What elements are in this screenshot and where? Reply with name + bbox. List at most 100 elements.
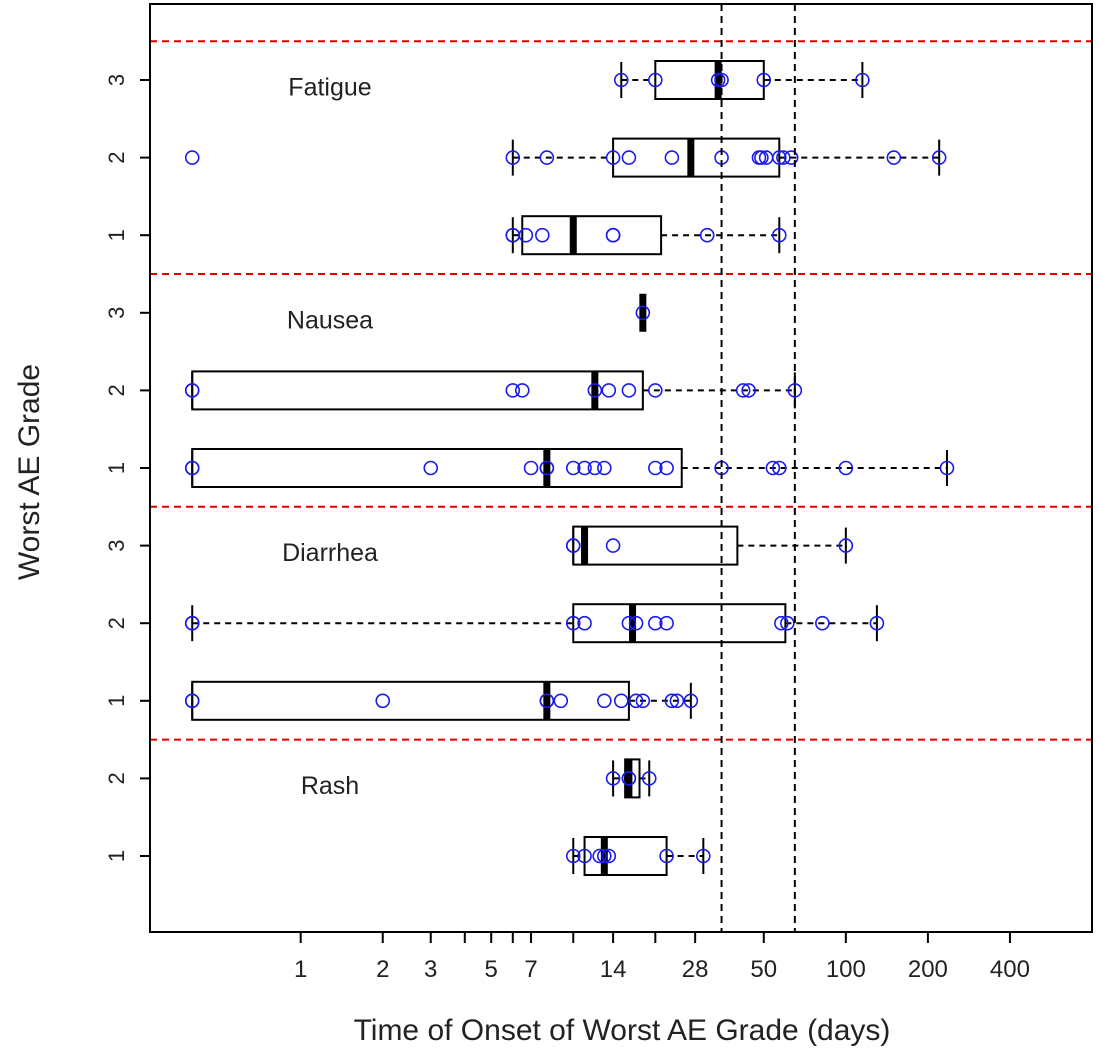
- data-point: [710, 72, 726, 88]
- data-point: [565, 460, 581, 476]
- data-point: [696, 848, 711, 864]
- data-point: [628, 615, 644, 631]
- iqr-box: [572, 525, 739, 566]
- data-point: [771, 227, 787, 243]
- data-point: [641, 771, 657, 786]
- data-point: [605, 771, 621, 786]
- data-point: [605, 538, 621, 553]
- data-point: [683, 693, 699, 709]
- y-tick-label: 2: [104, 617, 129, 629]
- data-point: [621, 771, 637, 786]
- data-point: [669, 693, 685, 709]
- data-point: [754, 150, 769, 165]
- data-point: [184, 383, 200, 398]
- iqr-box: [521, 215, 663, 256]
- data-point: [597, 693, 612, 709]
- data-point: [587, 383, 603, 398]
- x-tick-label: 3: [424, 956, 437, 983]
- data-point: [774, 615, 789, 631]
- y-tick-label: 1: [104, 462, 129, 474]
- data-point: [635, 693, 651, 709]
- data-point: [523, 460, 539, 476]
- data-point: [592, 848, 607, 864]
- data-point: [505, 150, 521, 165]
- group-label: Diarrhea: [282, 539, 378, 567]
- data-point: [838, 538, 854, 553]
- group-label: Fatigue: [288, 74, 371, 102]
- iqr-box: [612, 137, 781, 178]
- data-point: [855, 72, 870, 88]
- data-point: [601, 383, 617, 398]
- x-tick-label: 1: [294, 956, 307, 983]
- data-point: [184, 693, 200, 709]
- data-point: [635, 305, 651, 321]
- y-tick-label: 1: [104, 850, 129, 862]
- data-point: [648, 383, 663, 398]
- data-point: [931, 150, 947, 165]
- x-tick-label: 2: [376, 956, 389, 983]
- data-point: [553, 693, 569, 709]
- data-point: [756, 72, 772, 88]
- data-point: [621, 615, 637, 631]
- y-tick-label: 1: [104, 229, 129, 241]
- data-point: [539, 150, 555, 165]
- x-tick-label: 7: [524, 956, 537, 983]
- data-point: [659, 460, 674, 476]
- data-point: [621, 150, 637, 165]
- data-point: [184, 150, 200, 165]
- y-tick-label: 1: [104, 695, 129, 707]
- data-point: [601, 848, 617, 864]
- data-point: [735, 383, 751, 398]
- x-tick-label: 400: [990, 956, 1030, 983]
- data-point: [423, 460, 439, 476]
- data-point: [605, 227, 621, 243]
- y-tick-label: 3: [104, 307, 129, 319]
- data-point: [375, 693, 391, 709]
- data-point: [613, 693, 629, 709]
- data-point: [648, 460, 663, 476]
- data-point: [838, 460, 854, 476]
- data-point: [514, 383, 530, 398]
- data-point: [765, 460, 781, 476]
- data-point: [648, 72, 663, 88]
- data-point: [587, 460, 603, 476]
- data-point: [565, 538, 581, 553]
- data-point: [613, 72, 629, 88]
- data-point: [886, 150, 902, 165]
- iqr-box: [191, 370, 644, 411]
- data-point: [184, 460, 200, 476]
- iqr-box: [191, 448, 683, 488]
- data-point: [565, 615, 581, 631]
- data-point: [741, 383, 756, 398]
- data-point: [628, 693, 644, 709]
- data-point: [664, 150, 680, 165]
- data-point: [597, 460, 612, 476]
- data-point: [787, 383, 803, 398]
- data-point: [597, 848, 612, 864]
- data-point: [771, 460, 787, 476]
- data-point: [659, 848, 674, 864]
- y-tick-label: 3: [104, 74, 129, 86]
- x-tick-label: 200: [908, 956, 948, 983]
- x-axis-label: Time of Onset of Worst AE Grade (days): [354, 1014, 891, 1047]
- data-point: [776, 150, 791, 165]
- data-point: [815, 615, 830, 631]
- data-point: [539, 460, 555, 476]
- plot-layer: Fatigue Nausea Diarrhea Rash: [150, 4, 1092, 932]
- y-tick-label: 2: [104, 772, 129, 784]
- data-point: [518, 227, 534, 243]
- x-tick-label: 28: [682, 956, 709, 983]
- data-point: [939, 460, 955, 476]
- y-axis-label: Worst AE Grade: [13, 364, 46, 580]
- data-point: [714, 72, 729, 88]
- y-tick-label: 2: [104, 151, 129, 163]
- iqr-box: [654, 60, 765, 100]
- data-point: [699, 227, 715, 243]
- x-tick-label: 50: [750, 956, 777, 983]
- x-tick-label: 5: [485, 956, 498, 983]
- group-label: Nausea: [287, 306, 373, 334]
- x-tick-label: 14: [600, 956, 627, 983]
- data-point: [605, 150, 621, 165]
- data-point: [648, 615, 663, 631]
